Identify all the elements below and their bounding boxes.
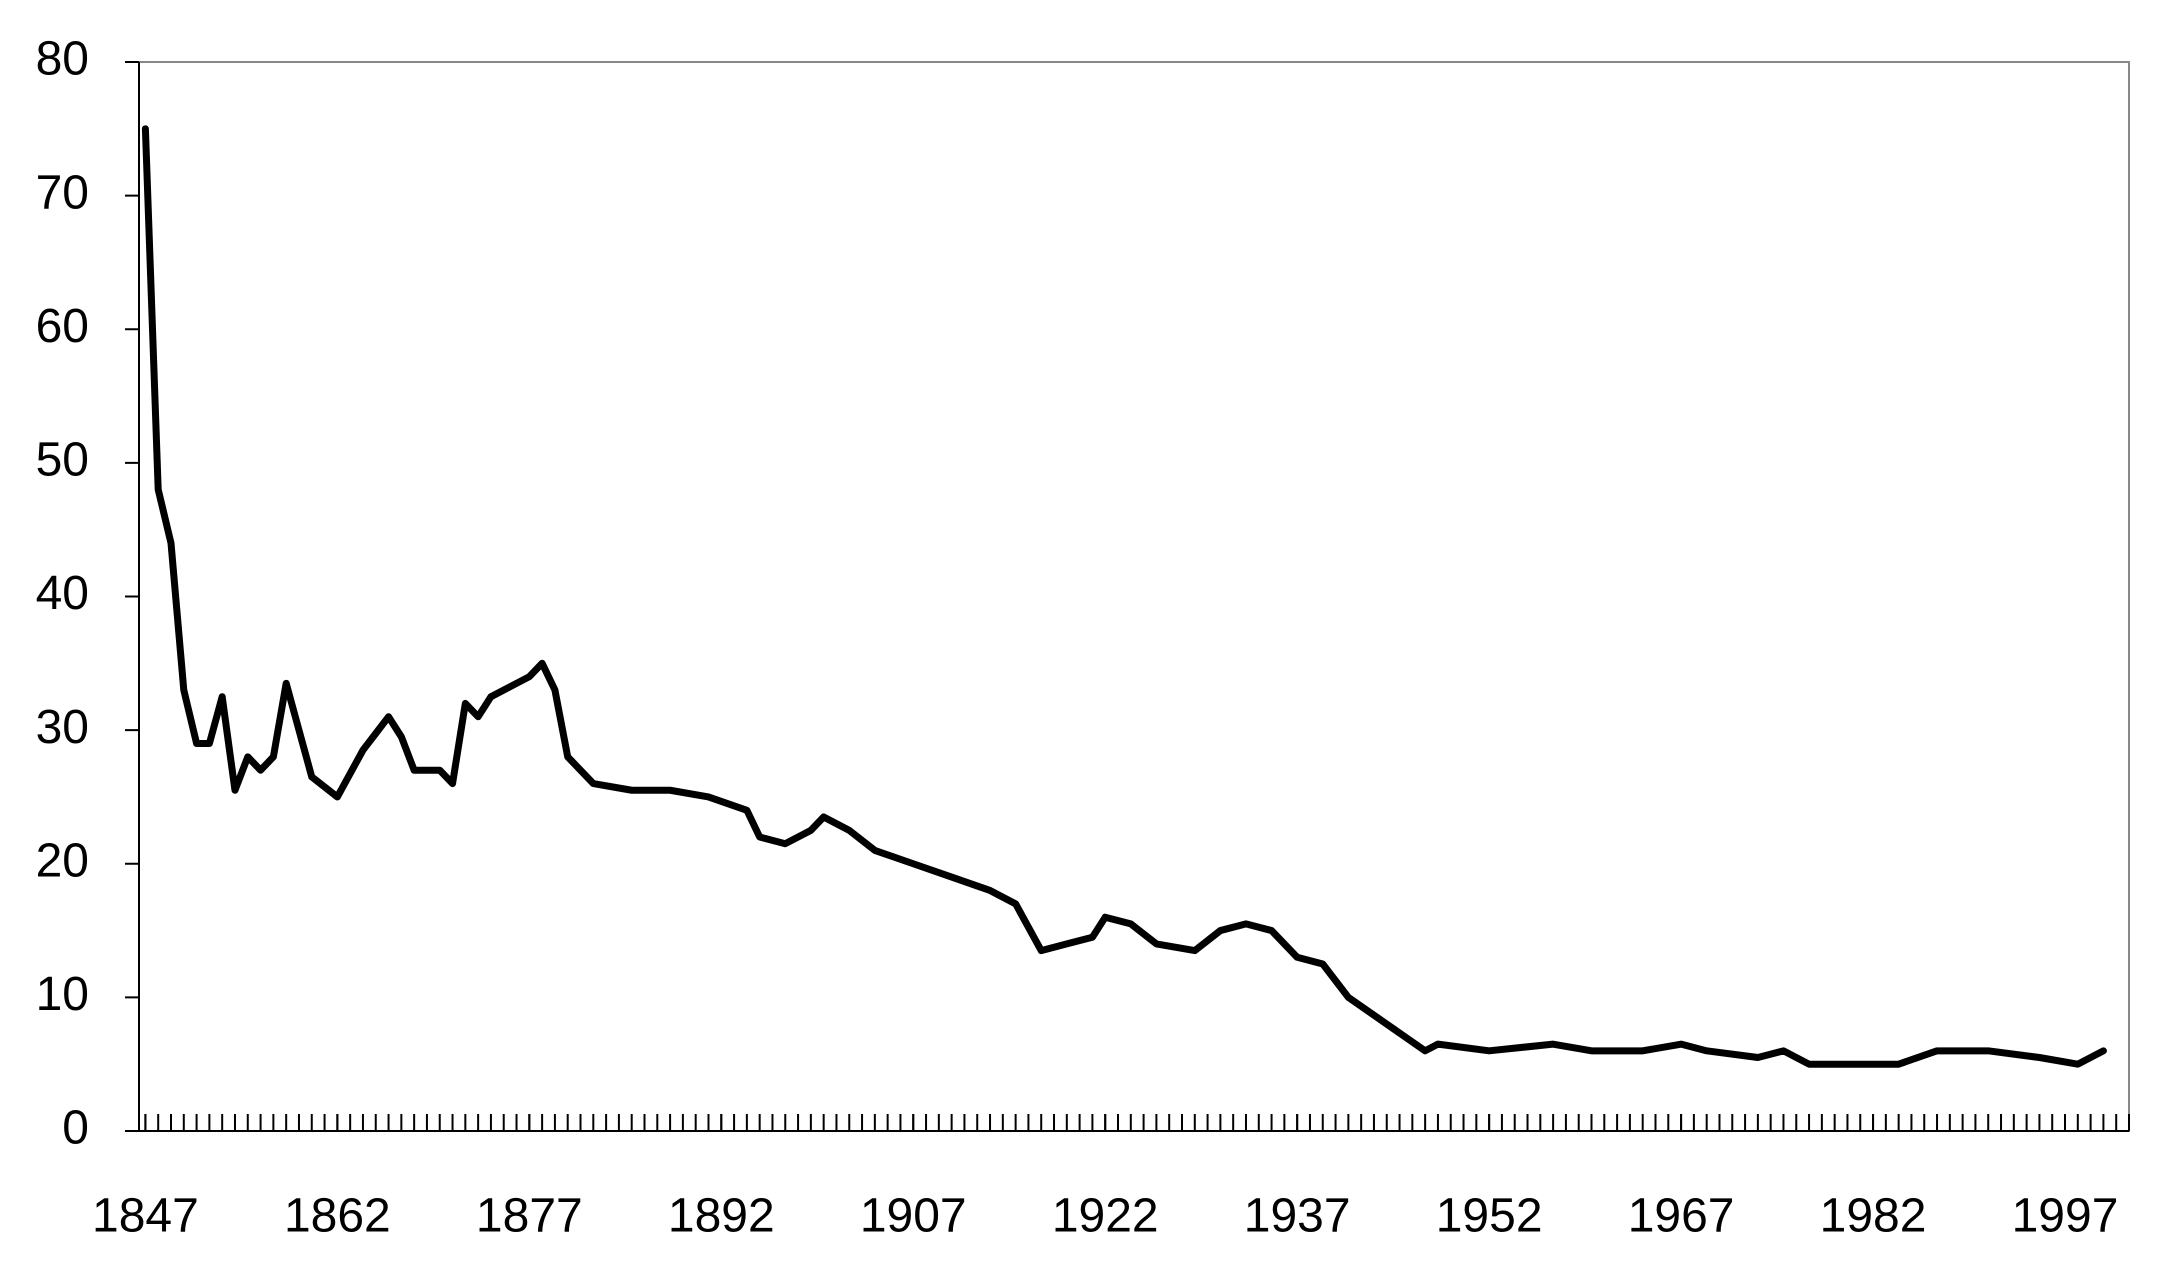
x-tick-label: 1847 — [92, 1190, 199, 1243]
plot-frame — [138, 61, 2130, 1132]
x-tick-label: 1997 — [2012, 1190, 2119, 1243]
x-tick-label: 1877 — [476, 1190, 583, 1243]
x-tick-label: 1922 — [1052, 1190, 1159, 1243]
y-tick-label: 80 — [36, 33, 89, 86]
data-line — [141, 125, 2107, 1068]
y-tick-label: 40 — [36, 567, 89, 620]
y-tick-label: 10 — [36, 968, 89, 1021]
x-tick-label: 1967 — [1628, 1190, 1735, 1243]
y-tick-label: 70 — [36, 166, 89, 219]
y-tick-label: 20 — [36, 834, 89, 887]
x-tick-label: 1862 — [284, 1190, 391, 1243]
x-tick-label: 1937 — [1244, 1190, 1351, 1243]
y-tick-label: 0 — [62, 1102, 89, 1155]
x-tick-label: 1982 — [1820, 1190, 1927, 1243]
x-tick-label: 1907 — [860, 1190, 967, 1243]
x-tick-label: 1952 — [1436, 1190, 1543, 1243]
y-tick-label: 50 — [36, 434, 89, 487]
x-tick-label: 1892 — [668, 1190, 775, 1243]
y-tick-label: 30 — [36, 701, 89, 754]
y-tick-label: 60 — [36, 300, 89, 353]
